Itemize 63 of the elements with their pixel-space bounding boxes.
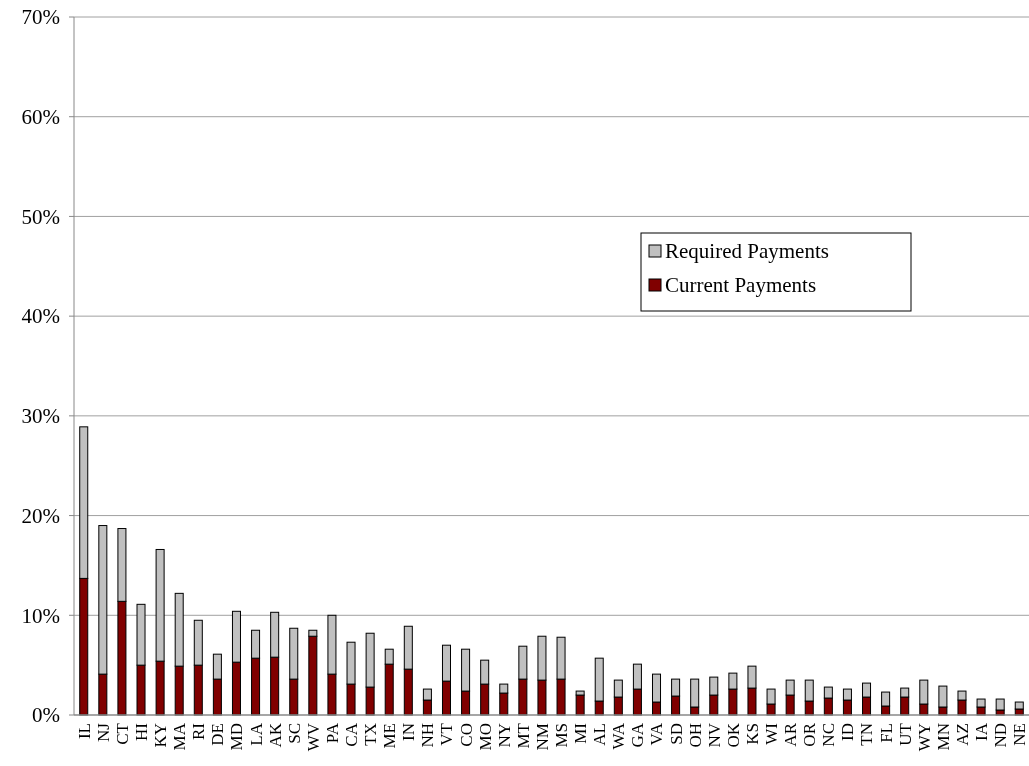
x-tick-label: MS: [552, 723, 571, 748]
x-tick-label: MO: [475, 723, 495, 751]
y-tick-label: 0%: [32, 703, 60, 728]
x-tick-label: OK: [723, 722, 743, 748]
y-tick-label: 50%: [21, 204, 60, 229]
y-tick-label: 30%: [21, 404, 60, 429]
x-tick-label: UT: [895, 722, 915, 746]
x-tick-label: IL: [74, 723, 94, 740]
x-tick-label: SD: [666, 723, 686, 745]
x-tick-label: NJ: [93, 722, 113, 742]
x-tick-label: HI: [131, 722, 151, 741]
x-tick-label: MT: [513, 722, 533, 749]
y-tick-label: 10%: [21, 603, 60, 628]
x-tick-label: NV: [704, 722, 724, 748]
x-tick-label: CA: [341, 722, 361, 747]
x-tick-label: MN: [933, 723, 953, 751]
x-tick-label: FL: [876, 723, 896, 743]
x-tick-label: LA: [246, 722, 266, 746]
x-tick-label: PA: [322, 722, 342, 744]
x-tick-label: CO: [456, 723, 476, 747]
x-tick-label: NY: [494, 723, 514, 748]
x-tick-label: OH: [685, 723, 705, 748]
x-tick-label: NE: [1010, 723, 1029, 746]
x-tick-label: NM: [532, 723, 552, 751]
x-tick-label: RI: [189, 722, 209, 740]
x-tick-label: MD: [227, 723, 247, 751]
x-tick-label: KS: [742, 723, 762, 745]
x-tick-label: NH: [418, 723, 438, 748]
x-tick-label: VA: [647, 722, 667, 746]
x-tick-label: WY: [914, 723, 934, 752]
x-tick-label: AR: [781, 722, 801, 747]
x-tick-label: IN: [399, 723, 419, 741]
x-tick-label: WV: [303, 722, 323, 752]
x-tick-label: WA: [609, 722, 629, 750]
x-tick-label: ME: [380, 723, 400, 749]
x-tick-label: ID: [838, 723, 858, 741]
y-tick-label: 20%: [21, 503, 60, 528]
x-tick-label: VT: [437, 722, 457, 746]
x-tick-label: TX: [361, 723, 381, 746]
bar: [995, 698, 1005, 711]
x-tick-label: TN: [857, 723, 877, 746]
x-tick-label: AK: [265, 722, 285, 748]
x-tick-label: NC: [819, 723, 839, 747]
legend-label: Current Payments: [665, 273, 817, 298]
x-tick-label: GA: [628, 722, 648, 748]
x-tick-label: ND: [991, 723, 1011, 748]
x-tick-label: AZ: [952, 723, 972, 746]
legend-label: Required Payments: [665, 239, 829, 264]
y-tick-label: 70%: [21, 5, 60, 30]
bar: [1014, 701, 1024, 710]
x-tick-label: CT: [112, 722, 132, 745]
y-tick-label: 60%: [21, 105, 60, 130]
x-tick-label: SC: [284, 723, 304, 744]
x-tick-label: DE: [208, 723, 228, 746]
x-tick-label: OR: [800, 722, 820, 747]
x-tick-label: AL: [590, 723, 610, 746]
x-tick-label: KY: [151, 723, 171, 748]
y-tick-label: 40%: [21, 304, 60, 329]
x-tick-label: MI: [571, 722, 591, 744]
x-tick-label: WI: [762, 722, 782, 745]
x-tick-label: MA: [170, 722, 190, 751]
bar: [575, 694, 585, 716]
x-tick-label: IA: [972, 722, 992, 741]
